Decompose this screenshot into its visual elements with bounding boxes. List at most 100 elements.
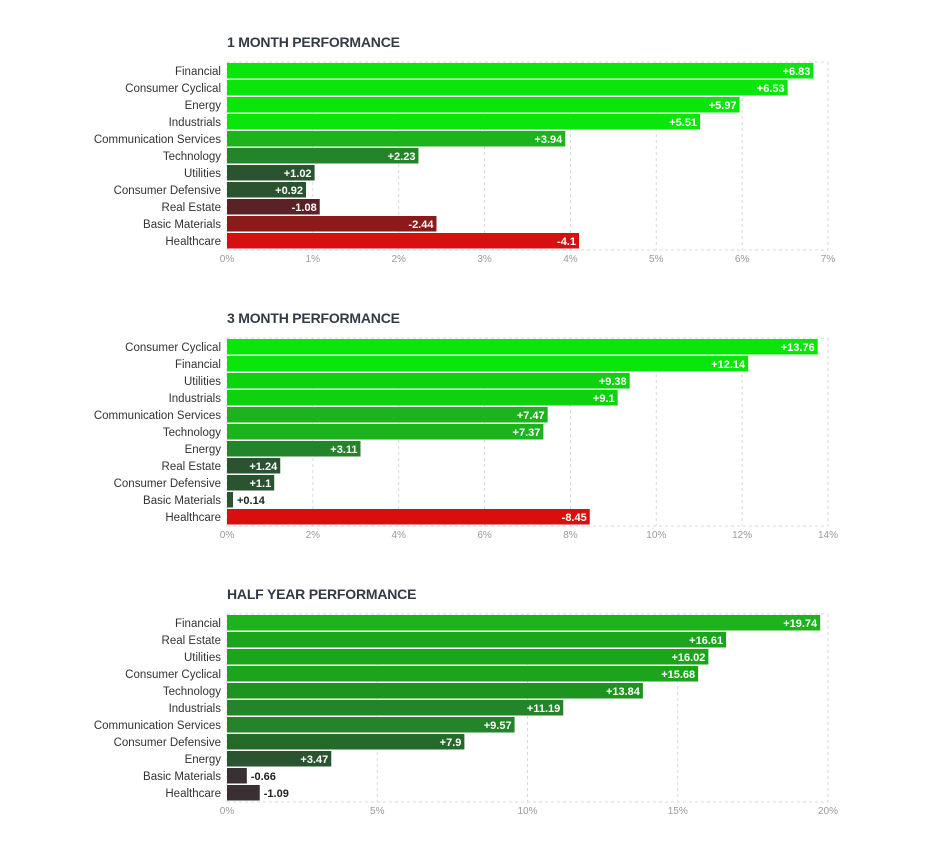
bar-row: Energy +3.47 <box>185 751 332 767</box>
category-label: Financial <box>175 66 221 78</box>
category-label: Utilities <box>184 168 221 180</box>
data-label: +1.24 <box>249 461 278 473</box>
bar <box>227 615 821 631</box>
bar-row: Communication Services +9.57 <box>94 717 515 733</box>
bar-row: Technology +13.84 <box>163 683 643 699</box>
bar <box>227 407 548 423</box>
bar <box>227 233 580 249</box>
category-label: Industrials <box>169 703 222 715</box>
x-tick-label: 5% <box>370 806 385 817</box>
bar-row: Energy +3.11 <box>185 441 361 457</box>
category-label: Energy <box>185 754 222 766</box>
data-label: +3.94 <box>534 134 563 146</box>
bar <box>227 165 315 181</box>
x-tick-label: 1% <box>306 254 321 265</box>
bar-chart-3-month: 0% 2% 4% 6% 8% 10% 12% 14% Consumer Cyclical +13.… <box>94 337 838 541</box>
category-label: Basic Materials <box>143 219 221 231</box>
bar <box>227 356 749 372</box>
bar-row: Industrials +5.51 <box>169 114 701 130</box>
category-label: Technology <box>163 686 221 698</box>
bar <box>227 751 332 767</box>
category-label: Consumer Defensive <box>114 478 221 490</box>
bar <box>227 632 727 648</box>
category-label: Real Estate <box>162 461 221 473</box>
bar-row: Technology +2.23 <box>163 148 419 164</box>
data-label: +6.53 <box>757 83 785 95</box>
x-tick-label: 0% <box>220 530 235 541</box>
bar <box>227 63 814 79</box>
data-label: -0.66 <box>251 771 276 783</box>
data-label: +0.92 <box>275 185 303 197</box>
bar-row: Financial +6.83 <box>175 63 814 79</box>
bar-row: Communication Services +3.94 <box>94 131 566 147</box>
bar-row: Real Estate +16.61 <box>162 632 727 648</box>
x-tick-label: 10% <box>517 806 537 817</box>
x-tick-label: 10% <box>646 530 666 541</box>
bar <box>227 216 437 232</box>
x-tick-label: 4% <box>391 530 406 541</box>
bar <box>227 131 566 147</box>
x-tick-label: 7% <box>821 254 836 265</box>
bar <box>227 717 515 733</box>
category-label: Industrials <box>169 393 222 405</box>
bar-row: Technology +7.37 <box>163 424 544 440</box>
data-label: +1.02 <box>284 168 312 180</box>
x-tick-label: 12% <box>732 530 752 541</box>
bar-row: Consumer Cyclical +13.76 <box>125 339 818 355</box>
category-label: Real Estate <box>162 635 221 647</box>
x-tick-label: 6% <box>735 254 750 265</box>
bar <box>227 441 361 457</box>
data-label: +7.47 <box>517 410 545 422</box>
category-label: Financial <box>175 618 221 630</box>
bar <box>227 785 260 801</box>
data-label: +5.51 <box>669 117 697 129</box>
bar-row: Financial +19.74 <box>175 615 821 631</box>
bar-row: Basic Materials -0.66 <box>143 768 276 784</box>
x-tick-label: 14% <box>818 530 838 541</box>
bar <box>227 683 643 699</box>
category-label: Communication Services <box>94 720 221 732</box>
bar <box>227 734 465 750</box>
chart-title: 3 MONTH PERFORMANCE <box>227 310 400 326</box>
data-label: +11.19 <box>527 703 560 715</box>
data-label: -1.09 <box>264 788 289 800</box>
data-label: +7.9 <box>440 737 462 749</box>
data-label: -1.08 <box>292 202 317 214</box>
bar <box>227 80 788 96</box>
bar <box>227 666 699 682</box>
data-label: +3.11 <box>330 444 357 456</box>
bar-row: Financial +12.14 <box>175 356 749 372</box>
data-label: +16.61 <box>689 635 723 647</box>
data-label: +7.37 <box>513 427 541 439</box>
bar <box>227 458 281 474</box>
bar-row: Energy +5.97 <box>185 97 740 113</box>
category-label: Utilities <box>184 652 221 664</box>
data-label: +12.14 <box>711 359 746 371</box>
data-label: -8.45 <box>562 512 587 524</box>
x-tick-label: 2% <box>306 530 321 541</box>
x-tick-label: 3% <box>477 254 492 265</box>
data-label: -2.44 <box>408 219 434 231</box>
bar-row: Industrials +11.19 <box>169 700 564 716</box>
x-tick-label: 6% <box>477 530 492 541</box>
bar <box>227 97 740 113</box>
category-label: Communication Services <box>94 410 221 422</box>
category-label: Energy <box>185 444 222 456</box>
bar <box>227 199 320 215</box>
bar <box>227 114 701 130</box>
bar-chart-half-year: 0% 5% 10% 15% 20% Financial +19.74 Real Estate +… <box>94 613 838 817</box>
bar <box>227 373 630 389</box>
category-label: Basic Materials <box>143 495 221 507</box>
bar <box>227 182 306 198</box>
bar <box>227 649 709 665</box>
bar <box>227 768 247 784</box>
bar-row: Healthcare -1.09 <box>165 785 289 801</box>
x-tick-label: 2% <box>391 254 406 265</box>
category-label: Consumer Defensive <box>114 185 221 197</box>
data-label: +0.14 <box>237 495 266 507</box>
bar <box>227 390 618 406</box>
bar-row: Healthcare -4.1 <box>165 233 580 249</box>
bar-row: Healthcare -8.45 <box>165 509 590 525</box>
bar-chart-1-month: 0% 1% 2% 3% 4% 5% 6% 7% Financial +6.83 Consumer C… <box>94 61 836 265</box>
category-label: Consumer Cyclical <box>125 669 221 681</box>
